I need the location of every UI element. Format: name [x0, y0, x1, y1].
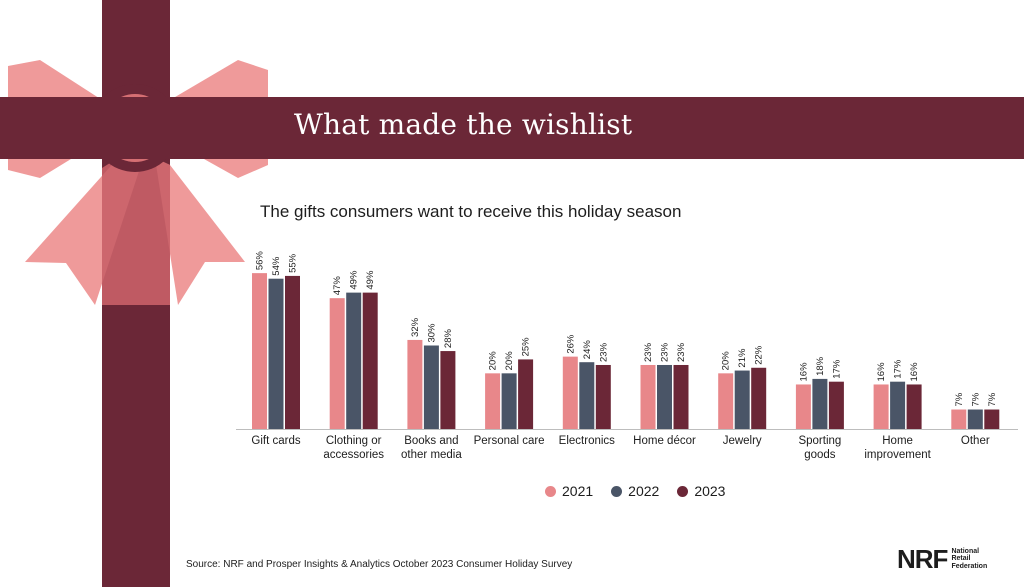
category-label-8-0: Home	[882, 435, 913, 447]
legend-item-2021: 2021	[545, 483, 593, 499]
logo-text-line-2: Retail	[951, 555, 971, 563]
bar-2022-9	[967, 409, 983, 429]
bar-2021-4	[562, 356, 578, 429]
data-label-2022-1: 49%	[349, 270, 360, 290]
title-banner	[0, 97, 1024, 159]
data-label-2021-9: 7%	[954, 392, 965, 406]
logo-mark: NRF	[897, 544, 948, 574]
data-label-2023-0: 55%	[288, 253, 299, 273]
bar-2021-2	[407, 339, 423, 429]
bar-2021-1	[329, 298, 345, 429]
data-label-2023-8: 16%	[909, 362, 920, 382]
data-label-2023-3: 25%	[521, 337, 532, 357]
data-label-2022-8: 17%	[893, 359, 904, 379]
nrf-logo: NRF National Retail Federation	[897, 546, 991, 572]
bar-2023-8	[906, 384, 922, 429]
bow-overlap-tail	[102, 158, 170, 305]
category-label-6-0: Jewelry	[723, 435, 762, 447]
data-label-2021-1: 47%	[332, 276, 343, 296]
data-label-2021-0: 56%	[255, 251, 266, 271]
chart-title: The gifts consumers want to receive this…	[260, 202, 682, 221]
data-label-2021-8: 16%	[876, 362, 887, 382]
data-label-2021-7: 16%	[798, 362, 809, 382]
data-label-2021-3: 20%	[488, 351, 499, 371]
legend-item-2022: 2022	[611, 483, 659, 499]
category-label-8-1: improvement	[864, 449, 931, 461]
data-label-2023-2: 28%	[443, 328, 454, 348]
category-label-5-0: Home décor	[633, 435, 696, 447]
bar-2022-3	[501, 373, 517, 429]
source-note: Source: NRF and Prosper Insights & Analy…	[186, 559, 573, 570]
data-label-2023-5: 23%	[676, 342, 687, 362]
legend-label-2023: 2023	[694, 483, 726, 499]
data-label-2022-0: 54%	[271, 256, 282, 276]
bar-2021-3	[485, 373, 501, 429]
category-label-1-1: accessories	[323, 449, 384, 461]
legend-label-2022: 2022	[628, 483, 660, 499]
legend-swatch-2023	[677, 485, 689, 497]
category-label-7-1: goods	[804, 449, 836, 461]
bar-2023-2	[440, 351, 456, 429]
bar-2023-6	[751, 367, 767, 429]
bar-2022-2	[423, 345, 439, 429]
data-label-2022-9: 7%	[970, 392, 981, 406]
legend-item-2023: 2023	[677, 483, 725, 499]
bar-2023-7	[828, 381, 844, 429]
data-label-2022-4: 24%	[582, 340, 593, 360]
bar-2023-4	[595, 364, 611, 429]
chart-legend: 2021 2022 2023	[545, 483, 725, 499]
bar-2023-3	[518, 359, 534, 429]
bar-2023-9	[984, 409, 1000, 429]
bar-2023-1	[362, 292, 378, 429]
bar-2021-0	[252, 273, 267, 429]
category-label-2-0: Books and	[404, 435, 458, 447]
bar-2021-5	[640, 364, 656, 429]
legend-swatch-2022	[611, 485, 623, 497]
bar-2022-6	[734, 370, 750, 429]
bar-2021-6	[718, 373, 734, 429]
data-label-2023-6: 22%	[754, 345, 765, 365]
category-label-3-0: Personal care	[474, 435, 545, 447]
data-label-2023-1: 49%	[365, 270, 376, 290]
data-label-2021-5: 23%	[643, 342, 654, 362]
legend-swatch-2021	[545, 485, 556, 497]
data-label-2023-9: 7%	[987, 392, 998, 406]
legend-label-2021: 2021	[562, 483, 594, 499]
page-title: What made the wishlist	[294, 108, 633, 141]
data-label-2022-6: 21%	[737, 348, 748, 368]
bar-2021-8	[873, 384, 889, 429]
data-label-2021-6: 20%	[721, 351, 732, 371]
data-label-2022-5: 23%	[660, 342, 671, 362]
bar-2022-0	[268, 278, 284, 429]
bar-2022-1	[346, 292, 362, 429]
logo-text: National Retail Federation	[951, 548, 991, 571]
data-label-2022-2: 30%	[426, 323, 437, 343]
data-label-2023-7: 17%	[831, 359, 842, 379]
bar-2022-4	[579, 362, 595, 429]
category-label-4-0: Electronics	[559, 435, 615, 447]
category-label-1-0: Clothing or	[326, 435, 382, 447]
category-label-0-0: Gift cards	[251, 435, 300, 447]
bar-2022-8	[890, 381, 906, 429]
bar-2022-7	[812, 378, 828, 429]
bar-2021-7	[795, 384, 811, 429]
category-label-9-0: Other	[961, 435, 990, 447]
bar-2023-5	[673, 364, 689, 429]
bar-2022-5	[657, 364, 672, 429]
logo-text-line-1: National	[951, 547, 980, 555]
bar-2023-0	[285, 275, 300, 429]
data-label-2021-4: 26%	[565, 334, 576, 354]
category-label-7-0: Sporting	[798, 435, 841, 447]
bar-2021-9	[951, 409, 967, 429]
data-label-2023-4: 23%	[598, 342, 609, 362]
data-label-2022-3: 20%	[504, 351, 515, 371]
category-label-2-1: other media	[401, 449, 462, 461]
data-label-2022-7: 18%	[815, 356, 826, 376]
bow-tail-right	[155, 158, 245, 305]
data-label-2021-2: 32%	[410, 317, 421, 337]
logo-text-line-3: Federation	[951, 562, 988, 570]
